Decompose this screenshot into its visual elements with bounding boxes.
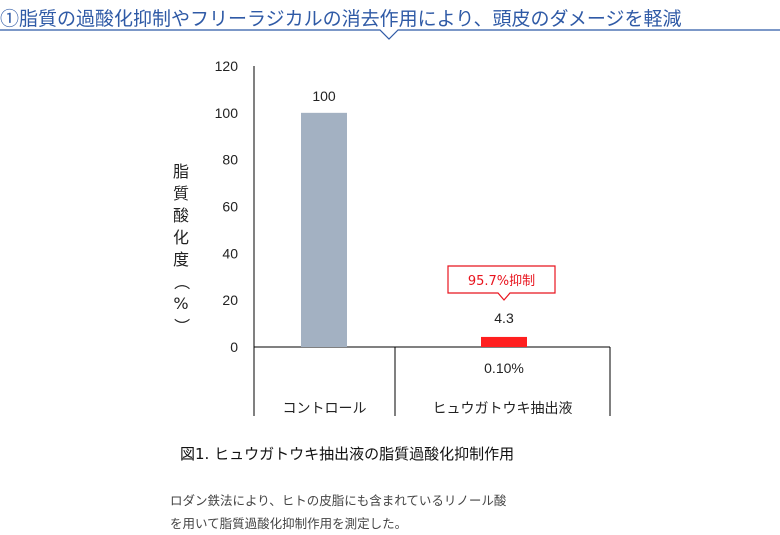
y-axis-label-char: % xyxy=(173,294,188,313)
bar-chart: 0 20 40 60 80 100 120 100 4.3 コントロール ヒュウガトウキ抽出液 0.… xyxy=(172,58,611,417)
method-note-line: ロダン鉄法により、ヒトの皮脂にも含まれているリノール酸 xyxy=(170,493,507,508)
y-axis-label-char: 酸 xyxy=(173,206,189,225)
data-label: 4.3 xyxy=(494,310,514,326)
y-axis-label-char: 脂 xyxy=(173,162,189,181)
y-tick-label: 100 xyxy=(215,105,239,121)
bar xyxy=(301,112,347,347)
method-note: ロダン鉄法により、ヒトの皮脂にも含まれているリノール酸 を用いて脂質過酸化抑制作… xyxy=(170,489,640,535)
y-axis-label-char: ） xyxy=(172,318,191,334)
y-tick-label: 0 xyxy=(230,339,238,355)
y-axis-label-char: （ xyxy=(172,274,191,290)
concentration-label: 0.10% xyxy=(484,360,524,376)
method-note-line: を用いて脂質過酸化抑制作用を測定した。 xyxy=(170,516,408,531)
y-axis-label-char: 質 xyxy=(173,184,189,203)
x-category-label: コントロール xyxy=(283,401,367,417)
y-tick-label: 80 xyxy=(222,152,238,168)
y-tick-label: 20 xyxy=(222,292,238,308)
y-axis-label-char: 化 xyxy=(173,228,189,247)
y-axis-ticks: 0 20 40 60 80 100 120 xyxy=(215,58,239,355)
y-tick-label: 40 xyxy=(222,245,238,261)
annotation-text: 95.7%抑制 xyxy=(468,274,535,289)
figure-caption: 図1. ヒュウガトウキ抽出液の脂質過酸化抑制作用 xyxy=(180,445,515,463)
chart-bars xyxy=(301,112,527,347)
annotation-callout xyxy=(447,265,556,301)
x-category-label: ヒュウガトウキ抽出液 xyxy=(433,401,573,417)
data-label: 100 xyxy=(312,88,336,104)
bar xyxy=(481,336,527,347)
page-title: ①脂質の過酸化抑制やフリーラジカルの消去作用により、頭皮のダメージを軽減 xyxy=(0,8,682,30)
y-tick-label: 60 xyxy=(222,199,238,215)
y-tick-label: 120 xyxy=(215,58,239,74)
y-axis-label-char: 度 xyxy=(173,250,189,269)
header-divider xyxy=(0,29,780,40)
